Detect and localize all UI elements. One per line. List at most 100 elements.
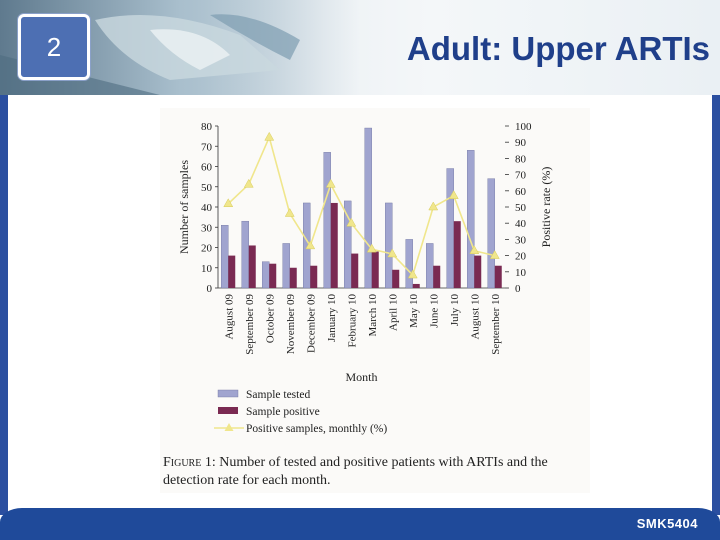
rate-point: [325, 178, 336, 188]
right-tick-label: 30: [515, 234, 527, 246]
category-label: January 10: [326, 294, 338, 342]
rate-point: [305, 240, 316, 250]
left-tick-label: 50: [201, 182, 213, 194]
right-accent-band: [712, 95, 720, 515]
bar-positive: [310, 265, 318, 288]
left-tick-label: 80: [201, 121, 213, 133]
bar-positive: [248, 245, 256, 288]
category-label: October 09: [264, 294, 276, 344]
legend-swatch-tested: [217, 389, 239, 398]
left-tick-label: 10: [201, 263, 213, 275]
right-tick-label: 20: [515, 251, 527, 263]
category-label: September 10: [490, 294, 502, 355]
right-tick-label: 60: [515, 186, 527, 198]
category-label: August 10: [469, 294, 481, 340]
bar-positive: [228, 255, 236, 288]
bar-positive: [330, 202, 338, 288]
bar-positive: [289, 267, 297, 288]
bar-tested: [262, 261, 270, 289]
bar-tested: [385, 202, 393, 289]
tick-labels: 0 10 20 30 40 50 60 70 80 0 10 20 30 40 50 60 70 80 90 100 A…: [201, 121, 532, 355]
footer-bar: [0, 508, 720, 540]
plot-axes: [215, 125, 509, 289]
left-tick-label: 30: [201, 222, 213, 234]
right-tick-label: 100: [515, 121, 532, 133]
category-label: March 10: [367, 294, 379, 337]
bar-tested: [364, 127, 372, 289]
rate-point: [489, 250, 500, 259]
bar-positive: [392, 269, 400, 288]
right-tick-label: 10: [515, 267, 527, 279]
right-tick-label: 40: [515, 218, 527, 230]
caption-text: Number of tested and positive patients w…: [163, 455, 548, 488]
category-label: December 09: [305, 294, 317, 353]
rate-series: [223, 131, 500, 279]
category-label: August 09: [223, 294, 235, 340]
slide-title: Adult: Upper ARTIs: [406, 30, 710, 67]
bar-positive: [351, 253, 359, 288]
rate-point: [469, 245, 480, 254]
left-accent-band: [0, 95, 8, 515]
bar-tested: [344, 200, 352, 289]
category-label: July 10: [449, 294, 461, 327]
bar-tested: [282, 243, 290, 289]
category-label: May 10: [408, 294, 420, 328]
bar-tested: [241, 220, 249, 289]
bar-tested: [405, 239, 413, 289]
rate-point: [448, 190, 459, 199]
bar-positive: [494, 265, 502, 288]
rate-point: [407, 269, 418, 279]
rate-point: [223, 198, 234, 208]
left-tick-label: 0: [207, 283, 213, 295]
right-tick-label: 80: [515, 153, 527, 165]
left-tick-label: 40: [201, 202, 213, 214]
category-label: September 09: [244, 294, 256, 355]
rate-point: [387, 248, 398, 258]
category-label: November 09: [285, 294, 297, 355]
category-label: February 10: [346, 294, 358, 348]
category-label: April 10: [387, 294, 399, 331]
bar-tested: [221, 225, 229, 289]
right-tick-label: 0: [515, 283, 521, 295]
rate-point: [428, 201, 439, 211]
bar-positive: [453, 221, 461, 288]
right-axis-title: Positive rate (%): [539, 167, 553, 248]
left-tick-label: 60: [201, 162, 213, 174]
legend-label-tested: Sample tested: [246, 389, 310, 401]
left-tick-label: 70: [201, 141, 213, 153]
bar-tested: [446, 168, 454, 289]
bar-positive: [412, 283, 420, 288]
right-tick-label: 50: [515, 202, 527, 214]
rate-point: [366, 243, 377, 253]
figure-caption: Figure 1: Number of tested and positive …: [163, 454, 583, 490]
legend: Sample tested Sample positive Positive sam…: [214, 389, 387, 435]
legend-label-rate: Positive samples, monthly (%): [246, 423, 387, 435]
footer-course-code: SMK5404: [636, 516, 698, 531]
bar-positive: [371, 251, 379, 288]
slide-number-badge: 2: [18, 14, 90, 80]
bar-tested: [487, 178, 495, 289]
rate-point: [346, 217, 357, 227]
bar-tested: [426, 243, 434, 289]
category-label: June 10: [428, 294, 440, 328]
legend-swatch-positive: [218, 407, 238, 414]
bar-positive: [269, 263, 277, 288]
monthly-arti-chart: 0 10 20 30 40 50 60 70 80 0 10 20 30 40 50 60 70 80 90 100 A…: [177, 121, 553, 435]
bar-tested: [323, 152, 331, 289]
x-axis-title: Month: [345, 370, 377, 384]
caption-label: Figure 1:: [163, 455, 216, 470]
rate-point: [284, 207, 295, 217]
right-tick-label: 90: [515, 137, 527, 149]
right-tick-label: 70: [515, 170, 527, 182]
bar-positive: [433, 265, 441, 288]
axis-labels: Number of samples Positive rate (%) Month: [177, 160, 553, 384]
legend-marker-rate: [224, 423, 234, 431]
rate-point: [243, 178, 254, 188]
bar-tested: [467, 150, 475, 289]
bar-series: [221, 127, 502, 289]
left-tick-label: 20: [201, 243, 213, 255]
legend-label-positive: Sample positive: [246, 406, 320, 418]
left-axis-title: Number of samples: [177, 160, 191, 254]
bar-positive: [474, 255, 482, 288]
